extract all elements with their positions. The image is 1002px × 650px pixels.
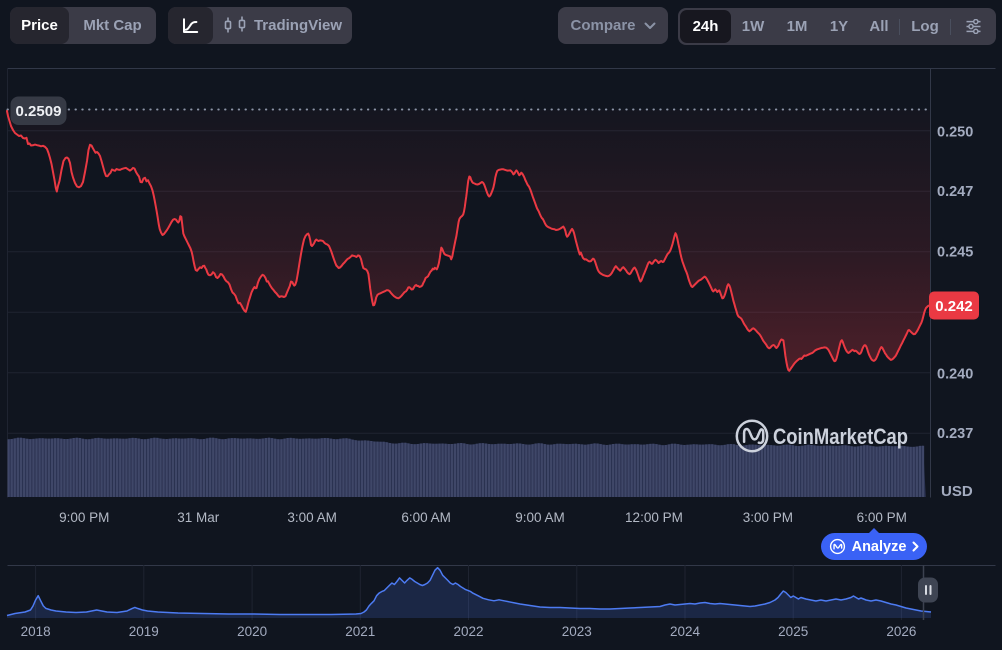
svg-text:2025: 2025 xyxy=(778,624,808,639)
svg-text:3:00 PM: 3:00 PM xyxy=(743,510,793,525)
svg-text:2026: 2026 xyxy=(886,624,916,639)
svg-text:CoinMarketCap: CoinMarketCap xyxy=(773,424,908,449)
svg-text:9:00 PM: 9:00 PM xyxy=(59,510,109,525)
svg-text:3:00 AM: 3:00 AM xyxy=(287,510,337,525)
svg-text:2022: 2022 xyxy=(453,624,483,639)
svg-text:0.2509: 0.2509 xyxy=(16,103,62,120)
svg-text:0.247: 0.247 xyxy=(937,184,973,200)
svg-text:9:00 AM: 9:00 AM xyxy=(515,510,565,525)
svg-text:2024: 2024 xyxy=(670,624,701,639)
svg-text:0.250: 0.250 xyxy=(937,125,973,141)
svg-text:31 Mar: 31 Mar xyxy=(177,510,220,525)
svg-text:2023: 2023 xyxy=(562,624,592,639)
svg-text:6:00 AM: 6:00 AM xyxy=(401,510,451,525)
svg-text:USD: USD xyxy=(941,483,973,500)
svg-text:6:00 PM: 6:00 PM xyxy=(857,510,907,525)
svg-text:0.242: 0.242 xyxy=(935,298,973,315)
svg-text:2019: 2019 xyxy=(129,624,159,639)
svg-text:0.245: 0.245 xyxy=(937,245,973,261)
svg-text:2020: 2020 xyxy=(237,624,267,639)
svg-text:12:00 PM: 12:00 PM xyxy=(625,510,683,525)
svg-text:0.237: 0.237 xyxy=(937,426,973,442)
svg-text:0.240: 0.240 xyxy=(937,366,973,382)
svg-text:2021: 2021 xyxy=(345,624,375,639)
svg-text:2018: 2018 xyxy=(21,624,51,639)
